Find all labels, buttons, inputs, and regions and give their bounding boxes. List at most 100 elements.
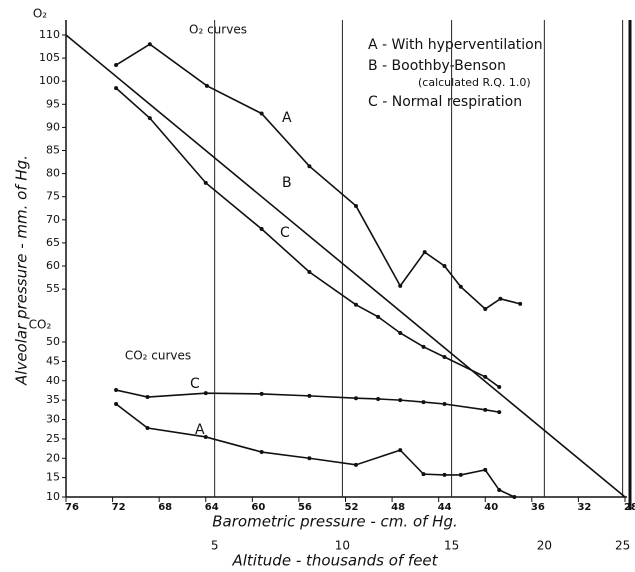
data-point — [398, 330, 403, 335]
o2-axis-label: O₂ — [33, 7, 47, 21]
data-point — [442, 355, 447, 360]
data-point — [203, 180, 208, 185]
data-point — [421, 400, 426, 405]
x2-tick-label: 15 — [444, 539, 459, 553]
data-point — [421, 472, 426, 477]
x-tick-label: 64 — [205, 502, 219, 513]
data-point — [353, 396, 358, 401]
y-tick-label: 75 — [46, 190, 60, 203]
y-tick-label: 100 — [39, 74, 60, 87]
y-tick-label: 70 — [46, 213, 60, 226]
y-tick-label: 60 — [46, 259, 60, 272]
data-point — [259, 227, 264, 232]
data-point — [259, 111, 264, 116]
data-point — [458, 284, 463, 289]
data-point — [498, 296, 503, 301]
x-tick-label: 68 — [158, 502, 172, 513]
x2-tick-label: 5 — [211, 539, 219, 553]
y2-tick-label: 50 — [46, 335, 60, 348]
x-tick-label: 56 — [298, 502, 312, 513]
y-tick-label: 105 — [39, 51, 60, 64]
data-point — [483, 467, 488, 472]
y2-tick-label: 20 — [46, 451, 60, 464]
y-axis-title: Alveolar pressure - mm. of Hg. — [13, 155, 31, 386]
x2-tick-label: 20 — [537, 539, 552, 553]
y2-tick-label: 40 — [46, 374, 60, 387]
series-line — [115, 389, 500, 413]
x-tick-label: 72 — [112, 502, 126, 513]
x-tick-label: 76 — [65, 502, 79, 513]
data-point — [376, 314, 381, 319]
series-line — [65, 34, 626, 498]
data-point — [145, 395, 150, 400]
y2-tick-label: 45 — [46, 354, 60, 367]
data-point — [353, 302, 358, 307]
series-line — [115, 87, 500, 388]
data-point — [376, 396, 381, 401]
data-point — [147, 42, 152, 47]
legend-entry: C - Normal respiration — [368, 94, 522, 110]
data-point — [145, 426, 150, 431]
data-point — [497, 385, 502, 390]
series-line — [115, 403, 515, 498]
data-point — [422, 250, 427, 255]
co2-axis-label: CO₂ — [29, 318, 52, 332]
data-point — [307, 393, 312, 398]
x-tick-label: 36 — [531, 502, 545, 513]
legend-entry: B - Boothby-Benson — [368, 58, 506, 74]
legend-entry: (calculated R.Q. 1.0) — [418, 76, 531, 89]
data-point — [353, 462, 358, 467]
data-point — [114, 388, 119, 393]
y-tick-label: 55 — [46, 282, 60, 295]
x-tick-label: 32 — [577, 502, 591, 513]
legend-entry: A - With hyperventilation — [368, 37, 543, 53]
y2-tick-label: 10 — [46, 490, 60, 503]
x-tick-label: 40 — [484, 502, 498, 513]
x2-axis-title: Altitude - thousands of feet — [231, 552, 438, 570]
data-point — [398, 398, 403, 403]
series-label: C — [190, 376, 200, 392]
y-tick-label: 95 — [46, 97, 60, 110]
x2-tick-label: 10 — [335, 539, 350, 553]
series-label: C — [280, 225, 290, 241]
x-tick-label: 52 — [345, 502, 359, 513]
y-tick-label: 90 — [46, 120, 60, 133]
x-tick-label: 48 — [391, 502, 405, 513]
data-point — [421, 344, 426, 349]
data-point — [203, 391, 208, 396]
data-point — [307, 164, 312, 169]
data-point — [114, 86, 119, 91]
data-point — [147, 116, 152, 121]
x-axis-title: Barometric pressure - cm. of Hg. — [212, 513, 458, 531]
data-point — [497, 488, 502, 493]
data-point — [259, 391, 264, 396]
o2-group-title: O₂ curves — [189, 23, 247, 37]
series-label: A — [195, 422, 205, 438]
legend: A - With hyperventilation B - Boothby-Be… — [368, 37, 543, 110]
y-tick-label: 65 — [46, 236, 60, 249]
data-point — [398, 283, 403, 288]
y-tick-label: 80 — [46, 167, 60, 180]
data-point — [442, 472, 447, 477]
data-point — [458, 472, 463, 477]
data-point — [307, 456, 312, 461]
data-point — [483, 306, 488, 311]
y-tick-label: 110 — [39, 28, 60, 41]
x2-tick-label: 25 — [615, 539, 630, 553]
data-point — [114, 63, 119, 68]
x-tick-label: 28 — [624, 502, 635, 513]
data-point — [518, 301, 523, 306]
data-point — [259, 450, 264, 455]
y2-tick-label: 25 — [46, 432, 60, 445]
data-point — [442, 402, 447, 406]
data-point — [483, 407, 488, 412]
data-point — [114, 402, 119, 406]
data-point — [398, 448, 403, 453]
data-point — [203, 434, 208, 439]
data-point — [204, 83, 209, 88]
y2-tick-label: 15 — [46, 471, 60, 484]
data-point — [497, 410, 502, 415]
data-point — [307, 270, 312, 275]
data-point — [512, 495, 517, 499]
